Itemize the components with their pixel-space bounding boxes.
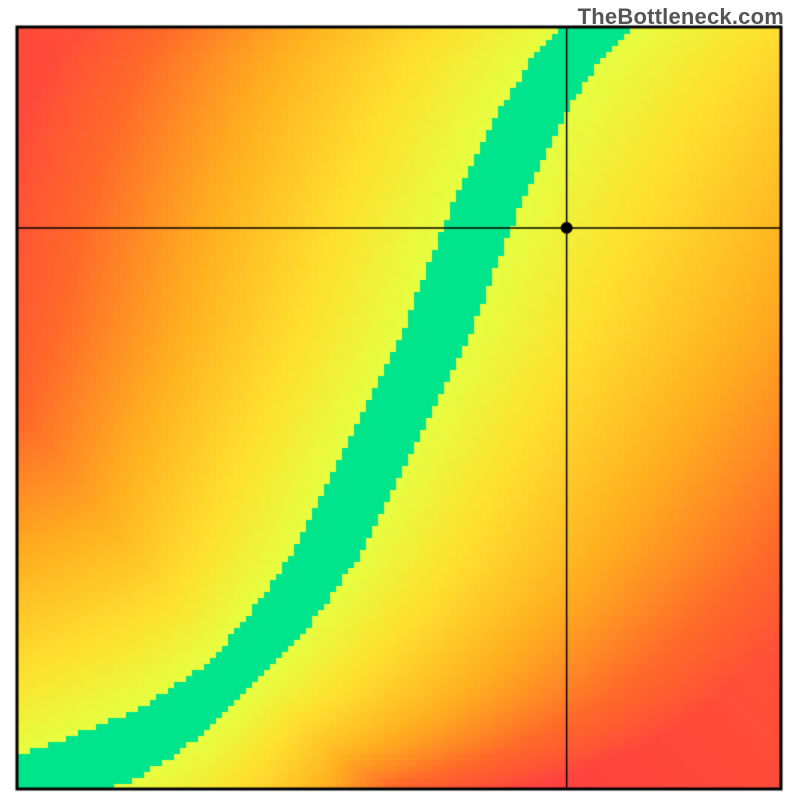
watermark-text: TheBottleneck.com (578, 4, 784, 30)
crosshair-overlay (0, 0, 800, 800)
